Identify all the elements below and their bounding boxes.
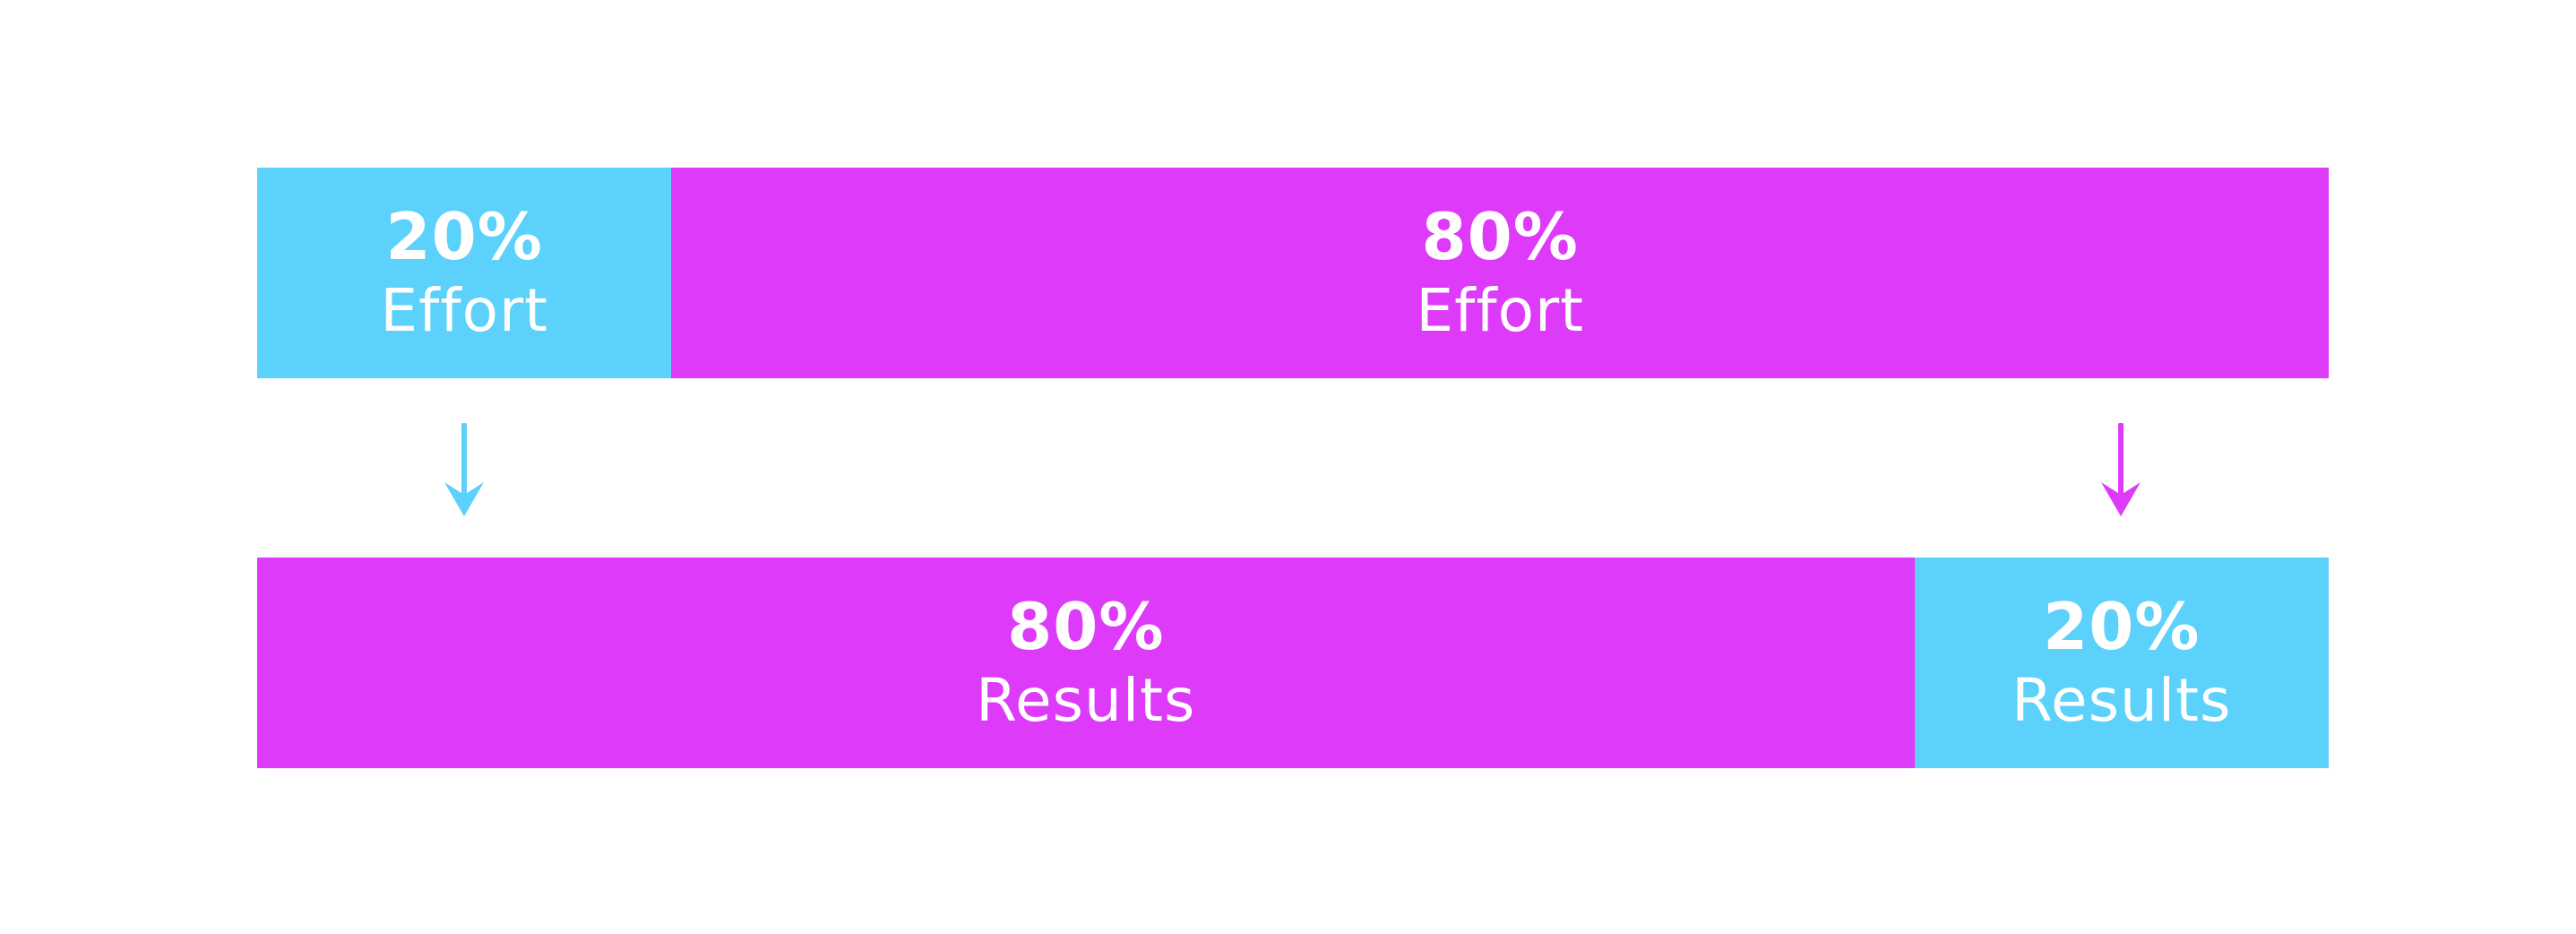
results-bar: 80% Results 20% Results [257,558,2329,768]
arrow-down-icon [2101,423,2141,516]
results-80-label: Results [976,665,1196,735]
effort-segment-80: 80% Effort [671,168,2329,378]
effort-80-percent: 80% [1421,198,1579,274]
results-80-percent: 80% [1007,588,1165,664]
effort-bar: 20% Effort 80% Effort [257,168,2329,378]
results-segment-20: 20% Results [1914,558,2329,768]
arrow-down-icon [444,423,484,516]
effort-20-percent: 20% [385,198,543,274]
results-segment-80: 80% Results [257,558,1915,768]
effort-segment-20: 20% Effort [257,168,672,378]
effort-80-label: Effort [1416,275,1584,345]
results-20-label: Results [2012,665,2232,735]
results-20-percent: 20% [2043,588,2201,664]
effort-20-label: Effort [380,275,548,345]
